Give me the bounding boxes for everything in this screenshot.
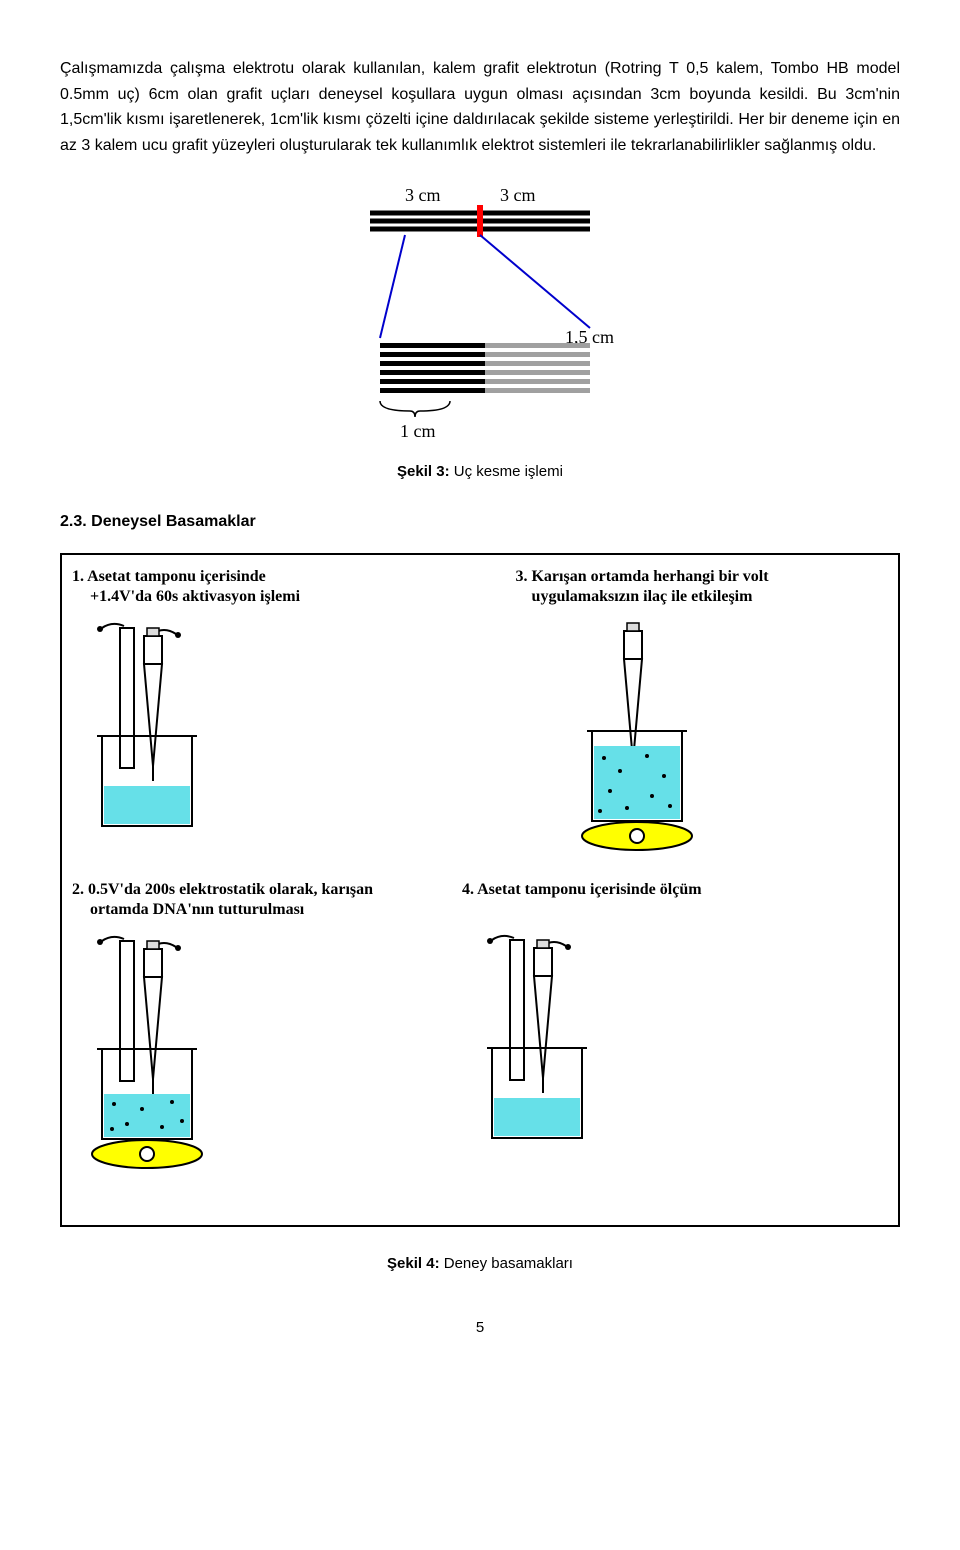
step-3-line2: uygulamaksızın ilaç ile etkileşim	[532, 588, 753, 605]
figure-3-caption-bold: Şekil 3:	[397, 463, 450, 480]
step-1-num: 1.	[72, 568, 84, 585]
step-3-label: 3. Karışan ortamda herhangi bir volt uyg…	[432, 567, 852, 609]
step-2-diagram	[72, 929, 252, 1189]
step-2: 2. 0.5V'da 200s elektrostatik olarak, ka…	[72, 880, 452, 1198]
step-3-line1: Karışan ortamda herhangi bir volt	[527, 568, 768, 585]
step-2-line2: ortamda DNA'nın tutturulması	[90, 901, 304, 918]
figure-3-caption-text: Uç kesme işlemi	[450, 463, 563, 480]
step-3-diagram	[552, 616, 732, 866]
step-1-line2: +1.4V'da 60s aktivasyon işlemi	[90, 588, 300, 605]
figure-4-caption-text: Deney basamakları	[440, 1255, 573, 1272]
page-number: 5	[60, 1316, 900, 1340]
section-2-3-heading: 2.3. Deneysel Basamaklar	[60, 509, 900, 535]
step-4-line1: Asetat tamponu içerisinde ölçüm	[474, 881, 702, 898]
experimental-steps-box: 1. Asetat tamponu içerisinde +1.4V'da 60…	[60, 553, 900, 1227]
figure-3-caption: Şekil 3: Uç kesme işlemi	[60, 460, 900, 484]
step-1-label: 1. Asetat tamponu içerisinde +1.4V'da 60…	[72, 567, 392, 609]
step-2-line1: 0.5V'da 200s elektrostatik olarak, karış…	[84, 881, 373, 898]
step-2-num: 2.	[72, 881, 84, 898]
figure-4-caption: Şekil 4: Deney basamakları	[60, 1252, 900, 1276]
step-4-label: 4. Asetat tamponu içerisinde ölçüm	[462, 880, 822, 901]
step-1-diagram	[72, 616, 252, 856]
step-4: 4. Asetat tamponu içerisinde ölçüm	[462, 880, 822, 1197]
label-3cm-right: 3 cm	[500, 185, 536, 205]
step-4-diagram	[462, 928, 642, 1188]
figure-3: 3 cm 3 cm 1,5 cm 1 cm	[60, 183, 900, 484]
cutting-diagram: 3 cm 3 cm 1,5 cm 1 cm	[310, 183, 650, 443]
label-1cm: 1 cm	[400, 421, 436, 441]
step-4-num: 4.	[462, 881, 474, 898]
figure-4-caption-bold: Şekil 4:	[387, 1255, 440, 1272]
step-1-line1: Asetat tamponu içerisinde	[84, 568, 266, 585]
zoomed-leads	[380, 343, 590, 393]
step-3-num: 3.	[515, 568, 527, 585]
step-2-label: 2. 0.5V'da 200s elektrostatik olarak, ka…	[72, 880, 452, 922]
body-paragraph: Çalışmamızda çalışma elektrotu olarak ku…	[60, 56, 900, 158]
step-3: 3. Karışan ortamda herhangi bir volt uyg…	[432, 567, 852, 875]
step-1: 1. Asetat tamponu içerisinde +1.4V'da 60…	[72, 567, 392, 865]
label-3cm-left: 3 cm	[405, 185, 441, 205]
